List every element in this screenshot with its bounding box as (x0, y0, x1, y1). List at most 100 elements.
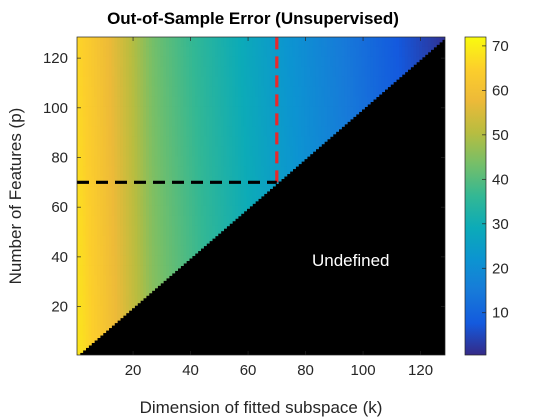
heatmap-cell (91, 275, 95, 286)
heatmap-cell (203, 56, 207, 68)
heatmap-cell (94, 196, 98, 207)
heatmap-cell (215, 196, 219, 207)
heatmap-cell (252, 146, 256, 157)
heatmap-cell (238, 46, 242, 58)
heatmap-cell (146, 96, 150, 107)
heatmap-cell (301, 106, 305, 117)
heatmap-cell (384, 46, 388, 58)
heatmap-cell (85, 295, 89, 306)
heatmap-cell (160, 275, 164, 284)
heatmap-cell (91, 56, 95, 68)
heatmap-cell (212, 96, 216, 107)
heatmap-cell (82, 215, 87, 227)
heatmap-cell (220, 46, 225, 58)
heatmap-cell (401, 56, 406, 68)
heatmap-cell (215, 146, 219, 157)
heatmap-cell (160, 156, 164, 167)
x-tick-label: 80 (297, 362, 314, 379)
heatmap-cell (146, 37, 150, 48)
heatmap-cell (235, 46, 239, 58)
heatmap-cell (140, 275, 144, 286)
heatmap-cell (393, 76, 397, 83)
heatmap-cell (281, 156, 285, 167)
heatmap-cell (88, 295, 92, 306)
heatmap-cell (123, 96, 127, 107)
heatmap-cell (263, 46, 268, 58)
heatmap-cell (128, 37, 133, 48)
heatmap-cell (212, 156, 216, 167)
heatmap-cell (246, 136, 250, 147)
heatmap-cell (94, 255, 98, 266)
heatmap-cell (194, 96, 199, 107)
heatmap-cell (226, 37, 230, 48)
heatmap-cell (120, 146, 124, 157)
heatmap-cell (169, 126, 173, 137)
heatmap-cell (263, 156, 268, 167)
heatmap-cell (171, 255, 176, 266)
heatmap-cell (169, 96, 173, 107)
heatmap-cell (123, 285, 127, 296)
heatmap-cell (289, 136, 294, 147)
heatmap-cell (361, 46, 365, 58)
heatmap-cell (186, 126, 190, 137)
heatmap-cell (180, 146, 184, 157)
heatmap-cell (177, 46, 181, 58)
heatmap-cell (97, 76, 101, 88)
heatmap-cell (88, 325, 92, 336)
heatmap-cell (203, 86, 207, 98)
heatmap-cell (91, 86, 95, 98)
heatmap-cell (123, 215, 127, 227)
heatmap-cell (281, 126, 285, 137)
heatmap-cell (347, 37, 351, 48)
heatmap-cell (203, 205, 207, 217)
heatmap-cell (151, 235, 156, 247)
heatmap-cell (344, 96, 348, 107)
heatmap-cell (206, 37, 210, 48)
heatmap-cell (111, 46, 115, 58)
heatmap-cell (263, 86, 268, 98)
heatmap-cell (327, 56, 331, 68)
heatmap-cell (353, 46, 357, 58)
heatmap-cell (220, 56, 225, 68)
heatmap-cell (298, 46, 302, 58)
heatmap-cell (281, 166, 285, 177)
heatmap-cell (238, 196, 242, 207)
heatmap-cell (269, 106, 273, 117)
heatmap-cell (85, 265, 89, 276)
heatmap-cell (315, 146, 319, 150)
heatmap-cell (364, 66, 368, 78)
heatmap-cell (177, 196, 181, 207)
heatmap-cell (120, 215, 124, 227)
heatmap-cell (203, 76, 207, 88)
heatmap-cell (91, 126, 95, 137)
heatmap-cell (275, 86, 279, 98)
heatmap-cell (200, 46, 204, 58)
heatmap-cell (163, 215, 167, 227)
heatmap-cell (215, 166, 219, 177)
heatmap-cell (215, 136, 219, 147)
heatmap-cell (378, 37, 383, 48)
heatmap-cell (111, 205, 115, 217)
heatmap-cell (232, 106, 236, 117)
heatmap-cell (341, 106, 345, 117)
heatmap-cell (171, 225, 176, 237)
heatmap-cell (189, 136, 193, 147)
heatmap-cell (134, 265, 138, 276)
heatmap-cell (94, 265, 98, 276)
heatmap-cell (108, 156, 112, 167)
heatmap-cell (111, 245, 115, 257)
heatmap-cell (169, 205, 173, 217)
heatmap-cell (157, 166, 161, 177)
heatmap-cell (88, 275, 92, 286)
heatmap-cell (246, 56, 250, 68)
heatmap-cell (215, 116, 219, 127)
heatmap-cell (102, 265, 107, 276)
heatmap-cell (102, 56, 107, 68)
heatmap-cell (321, 76, 325, 88)
heatmap-cell (272, 146, 276, 157)
heatmap-cell (269, 37, 273, 48)
heatmap-cell (318, 106, 322, 117)
colorbar-tick-label: 30 (492, 216, 509, 233)
heatmap-cell (243, 176, 248, 187)
